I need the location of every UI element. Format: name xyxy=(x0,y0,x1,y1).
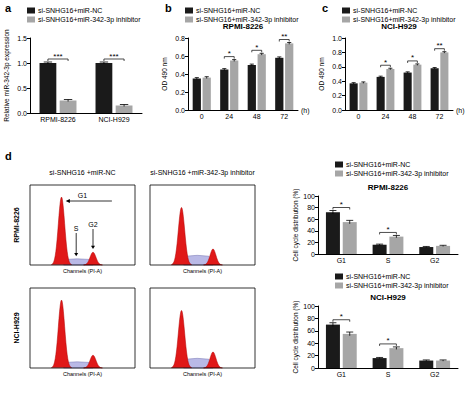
svg-text:0.2: 0.2 xyxy=(332,92,342,99)
svg-text:40: 40 xyxy=(307,340,315,347)
svg-text:**: ** xyxy=(436,41,442,50)
svg-text:Cell cycle distribution (%): Cell cycle distribution (%) xyxy=(292,189,300,262)
svg-text:RPMI-8226: RPMI-8226 xyxy=(40,116,76,123)
svg-text:*: * xyxy=(340,200,343,209)
svg-text:0.8: 0.8 xyxy=(175,35,185,42)
svg-text:80: 80 xyxy=(307,204,315,211)
svg-text:si-SNHG16+miR-342-3p inhibitor: si-SNHG16+miR-342-3p inhibitor xyxy=(353,16,456,23)
svg-text:100: 100 xyxy=(303,303,315,310)
svg-text:G1: G1 xyxy=(337,257,346,264)
svg-text:0.4: 0.4 xyxy=(332,78,342,85)
svg-text:1.0: 1.0 xyxy=(332,35,342,42)
svg-text:si-SNHG16 +miR-NC: si-SNHG16 +miR-NC xyxy=(49,169,115,176)
svg-text:si-SNHG16+miR-342-3p inhibitor: si-SNHG16+miR-342-3p inhibitor xyxy=(346,170,449,178)
svg-text:0.5: 0.5 xyxy=(17,85,27,92)
svg-text:0.6: 0.6 xyxy=(175,53,185,60)
svg-text:si-SNHG16+miR-NC: si-SNHG16+miR-NC xyxy=(346,273,410,280)
svg-text:48: 48 xyxy=(253,113,261,120)
svg-text:*: * xyxy=(411,53,414,62)
svg-text:0.4: 0.4 xyxy=(175,71,185,78)
svg-text:NCI-H929: NCI-H929 xyxy=(381,22,417,31)
svg-text:60: 60 xyxy=(307,327,315,334)
svg-text:si-SNHG16+miR-NC: si-SNHG16+miR-NC xyxy=(353,7,417,14)
svg-text:RPMI-8226: RPMI-8226 xyxy=(368,183,409,192)
svg-text:100: 100 xyxy=(303,193,315,200)
svg-text:c: c xyxy=(322,2,328,14)
svg-text:0.0: 0.0 xyxy=(17,110,27,117)
svg-text:S: S xyxy=(386,371,391,378)
svg-text:OD 490 nm: OD 490 nm xyxy=(318,57,325,90)
svg-text:0.0: 0.0 xyxy=(175,107,185,114)
svg-text:RPMI-8226: RPMI-8226 xyxy=(223,22,264,31)
svg-text:si-SNHG16+miR-NC: si-SNHG16+miR-NC xyxy=(346,161,410,168)
svg-text:*: * xyxy=(386,225,389,234)
svg-text:0: 0 xyxy=(200,113,204,120)
svg-text:60: 60 xyxy=(307,216,315,223)
svg-text:40: 40 xyxy=(307,227,315,234)
svg-text:d: d xyxy=(5,150,12,162)
svg-text:*: * xyxy=(228,49,231,58)
svg-text:*: * xyxy=(255,43,258,52)
svg-text:Channels (PI-A): Channels (PI-A) xyxy=(63,371,102,377)
svg-text:RPMI-8226: RPMI-8226 xyxy=(13,207,20,243)
svg-text:48: 48 xyxy=(409,113,417,120)
svg-text:G2: G2 xyxy=(430,371,439,378)
svg-text:0: 0 xyxy=(311,251,315,258)
svg-text:24: 24 xyxy=(225,113,233,120)
svg-text:NCI-H929: NCI-H929 xyxy=(13,312,20,343)
svg-text:(h): (h) xyxy=(456,107,465,115)
svg-text:G1: G1 xyxy=(337,371,346,378)
svg-text:0.6: 0.6 xyxy=(332,63,342,70)
svg-text:72: 72 xyxy=(436,113,444,120)
svg-text:1.5: 1.5 xyxy=(17,35,27,42)
svg-text:G1: G1 xyxy=(78,192,87,199)
svg-text:***: *** xyxy=(109,52,118,61)
svg-text:si-SNHG16 +miR-342-3p inhibito: si-SNHG16 +miR-342-3p inhibitor xyxy=(150,169,255,177)
svg-text:0.0: 0.0 xyxy=(332,107,342,114)
svg-text:80: 80 xyxy=(307,315,315,322)
svg-text:72: 72 xyxy=(280,113,288,120)
svg-text:Channels (PI-A): Channels (PI-A) xyxy=(183,371,222,377)
svg-text:si-SNHG16+miR-NC: si-SNHG16+miR-NC xyxy=(196,7,260,14)
svg-text:S: S xyxy=(74,225,79,232)
svg-text:1.0: 1.0 xyxy=(17,60,27,67)
svg-text:*: * xyxy=(386,336,389,345)
svg-text:24: 24 xyxy=(382,113,390,120)
svg-text:(h): (h) xyxy=(301,107,310,115)
svg-text:NCI-H929: NCI-H929 xyxy=(98,116,129,123)
svg-text:***: *** xyxy=(53,52,62,61)
svg-text:0.8: 0.8 xyxy=(332,49,342,56)
svg-text:S: S xyxy=(386,257,391,264)
svg-text:OD 490 nm: OD 490 nm xyxy=(161,57,168,90)
svg-text:20: 20 xyxy=(307,239,315,246)
svg-text:Relative miR-342-3p expression: Relative miR-342-3p expression xyxy=(3,29,11,122)
svg-text:G2: G2 xyxy=(88,221,97,228)
svg-text:si-SNHG16+miR-342-3p inhibitor: si-SNHG16+miR-342-3p inhibitor xyxy=(38,16,141,24)
svg-text:0: 0 xyxy=(357,113,361,120)
svg-text:a: a xyxy=(5,2,12,14)
svg-text:b: b xyxy=(165,2,172,14)
svg-text:NCI-H929: NCI-H929 xyxy=(370,293,406,302)
svg-text:0: 0 xyxy=(311,365,315,372)
svg-text:*: * xyxy=(340,312,343,321)
svg-text:si-SNHG16+miR-342-3p inhibitor: si-SNHG16+miR-342-3p inhibitor xyxy=(196,16,299,23)
svg-text:0.2: 0.2 xyxy=(175,89,185,96)
svg-text:si-SNHG16+miR-NC: si-SNHG16+miR-NC xyxy=(38,7,102,14)
svg-text:G2: G2 xyxy=(430,257,439,264)
svg-text:Channels (PI-A): Channels (PI-A) xyxy=(183,268,222,274)
svg-text:Cell cycle distribution (%): Cell cycle distribution (%) xyxy=(292,301,300,374)
svg-text:Channels (PI-A): Channels (PI-A) xyxy=(63,268,102,274)
svg-text:*: * xyxy=(384,58,387,67)
svg-text:20: 20 xyxy=(307,352,315,359)
svg-text:**: ** xyxy=(281,32,287,41)
svg-text:si-SNHG16+miR-342-3p inhibitor: si-SNHG16+miR-342-3p inhibitor xyxy=(346,282,449,290)
